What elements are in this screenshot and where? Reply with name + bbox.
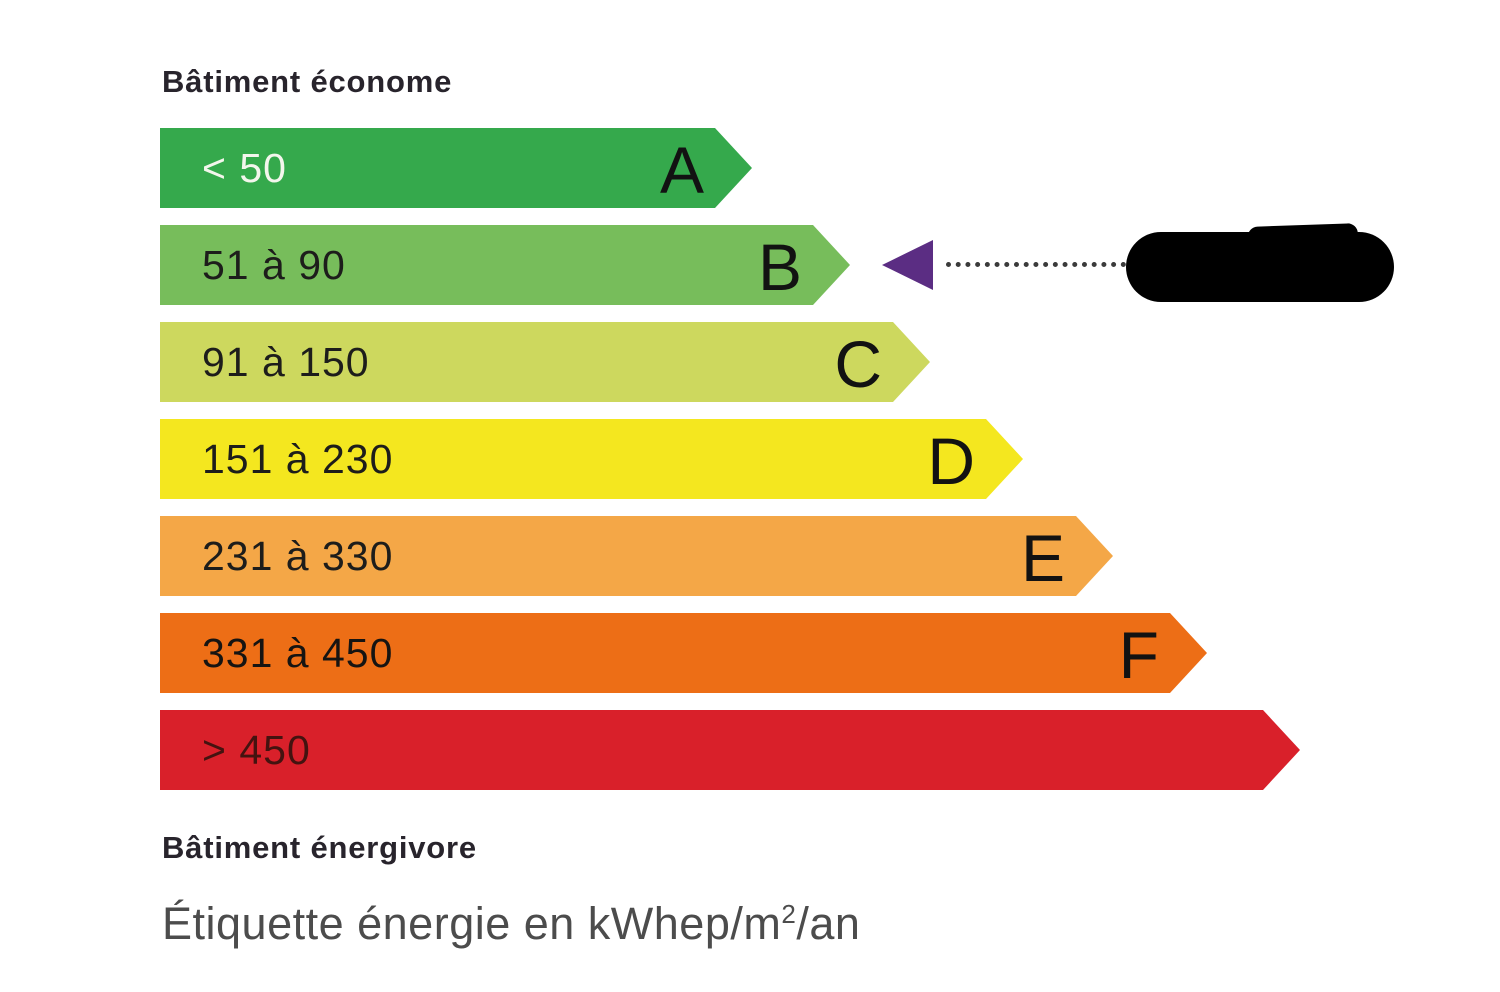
energy-range-label: < 50: [202, 144, 287, 191]
indicator-left-arrow-icon: [882, 240, 933, 290]
energy-range-label: > 450: [202, 726, 311, 773]
energy-scale: < 50 A 51 à 90 B 91 à 150 C 151 à 230 D: [160, 128, 1300, 807]
energy-class-bar-b: 51 à 90 B: [160, 225, 850, 305]
energy-class-bar-d: 151 à 230 D: [160, 419, 1023, 499]
energy-range-label: 331 à 450: [202, 629, 394, 676]
energy-class-row-b: 51 à 90 B: [160, 225, 1300, 305]
energy-class-bar-f: 331 à 450 F: [160, 613, 1207, 693]
energy-class-row-a: < 50 A: [160, 128, 1300, 208]
redacted-value-blob: [1126, 232, 1394, 302]
caption-suffix: /an: [796, 898, 861, 949]
energy-class-letter: F: [1118, 618, 1159, 692]
energy-range-label: 231 à 330: [202, 532, 394, 579]
energy-range-label: 51 à 90: [202, 241, 346, 288]
energy-class-row-c: 91 à 150 C: [160, 322, 1300, 402]
energy-class-row-g: > 450: [160, 710, 1300, 790]
energy-class-letter: A: [659, 133, 704, 207]
energy-class-letter: D: [927, 424, 975, 498]
caption-text: Étiquette énergie en kWhep/m: [162, 898, 782, 949]
energy-class-bar-c: 91 à 150 C: [160, 322, 930, 402]
label-batiment-econome: Bâtiment économe: [162, 64, 453, 99]
energy-class-letter: E: [1020, 521, 1065, 595]
energy-class-bar-g: > 450: [160, 710, 1300, 790]
caption-energy-label: Étiquette énergie en kWhep/m2/an: [162, 898, 860, 950]
energy-class-letter: C: [834, 327, 882, 401]
energy-class-letter: B: [757, 230, 802, 304]
indicator-dotted-line: [946, 262, 1126, 267]
caption-superscript-2: 2: [781, 899, 797, 929]
energy-class-bar-a: < 50 A: [160, 128, 752, 208]
energy-class-row-e: 231 à 330 E: [160, 516, 1300, 596]
energy-class-row-d: 151 à 230 D: [160, 419, 1300, 499]
label-batiment-energivore: Bâtiment énergivore: [162, 830, 477, 865]
energy-class-row-f: 331 à 450 F: [160, 613, 1300, 693]
energy-class-bar-e: 231 à 330 E: [160, 516, 1113, 596]
energy-range-label: 91 à 150: [202, 338, 370, 385]
energy-range-label: 151 à 230: [202, 435, 394, 482]
